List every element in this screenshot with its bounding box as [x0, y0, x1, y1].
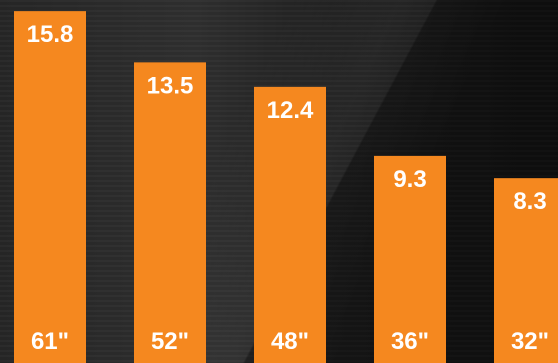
bar-category-label: 32"	[511, 328, 549, 355]
bar-4	[494, 178, 558, 363]
bar-value-label: 13.5	[147, 72, 194, 99]
bar-value-label: 12.4	[267, 97, 314, 124]
bar-0	[14, 11, 86, 363]
bar-category-label: 52"	[151, 328, 189, 355]
bar-value-label: 8.3	[513, 188, 546, 215]
bar-value-label: 15.8	[27, 21, 74, 48]
bar-category-label: 36"	[391, 328, 429, 355]
bar-3	[374, 155, 446, 363]
bar-category-label: 61"	[31, 328, 69, 355]
bar-category-label: 48"	[271, 328, 309, 355]
bar-1	[134, 62, 206, 363]
bar-2	[254, 86, 326, 363]
bar-value-label: 9.3	[393, 166, 426, 193]
